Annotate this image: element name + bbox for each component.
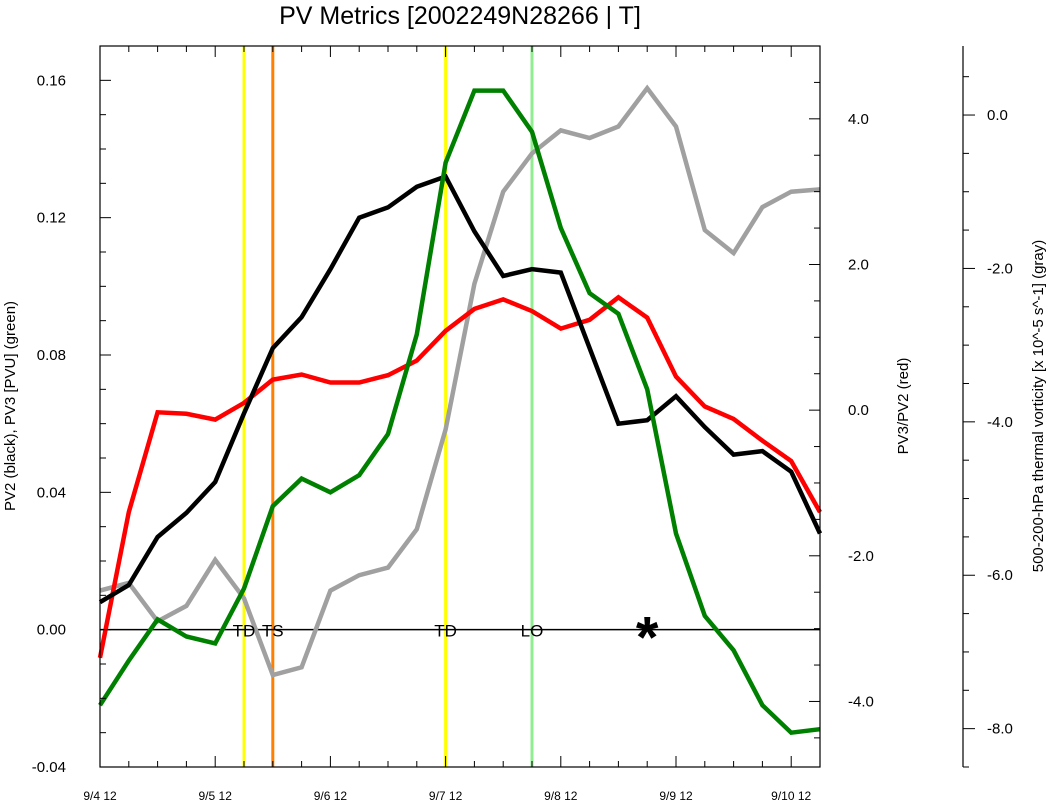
left-tick-label: -0.04 xyxy=(32,759,66,776)
right-axis: -4.0 -2.0 0.0 2.0 4.0 xyxy=(809,81,874,739)
x-tick-label: 9/4 12 xyxy=(83,789,117,803)
left-axis-label: PV2 (black), PV3 [PVU] (green) xyxy=(2,301,19,511)
x-tick-label: 9/6 12 xyxy=(314,789,348,803)
far-tick-label: -6.0 xyxy=(987,567,1013,584)
x-tick-label: 9/7 12 xyxy=(429,789,463,803)
annotation-label: TD xyxy=(434,622,457,641)
far-right-axis-label: 500-200-hPa thermal vorticity [x 10^-5 s… xyxy=(1030,240,1047,573)
far-tick-label: -4.0 xyxy=(987,414,1013,431)
right-tick-label: 2.0 xyxy=(848,256,869,273)
left-axis: -0.04 0.00 0.04 0.08 0.12 0.16 xyxy=(32,45,111,776)
right-tick-label: -2.0 xyxy=(848,548,874,565)
chart-title: PV Metrics [2002249N28266 | T] xyxy=(279,2,641,30)
annotation-label: TD xyxy=(233,622,256,641)
annotation-star: * xyxy=(636,606,659,671)
left-tick-label: 0.16 xyxy=(37,72,66,89)
x-tick-label: 9/8 12 xyxy=(544,789,578,803)
left-tick-label: 0.04 xyxy=(37,484,66,501)
left-tick-label: 0.12 xyxy=(37,210,66,227)
far-tick-label: -8.0 xyxy=(987,721,1013,738)
right-axis-label: PV3/PV2 (red) xyxy=(895,358,912,455)
right-tick-label: -4.0 xyxy=(848,693,874,710)
annotation-label: LO xyxy=(521,622,544,641)
series-3-line xyxy=(99,84,821,678)
x-tick-label: 9/10 12 xyxy=(771,789,811,803)
x-tick-label: 9/5 12 xyxy=(199,789,233,803)
far-tick-label: -2.0 xyxy=(987,260,1013,277)
x-axis: 9/4 12 9/5 12 9/6 12 9/7 12 9/8 12 9/9 12 9/10… xyxy=(83,46,821,803)
right-tick-label: 4.0 xyxy=(848,111,869,128)
left-tick-label: 0.08 xyxy=(37,347,66,364)
annotation-label: TS xyxy=(262,622,284,641)
series-0-line xyxy=(98,173,823,605)
x-tick-label: 9/9 12 xyxy=(659,789,693,803)
far-right-axis: -8.0 -6.0 -4.0 -2.0 0.0 xyxy=(962,46,1013,768)
series-2-line xyxy=(97,294,822,659)
series-1-line xyxy=(98,88,821,736)
far-tick-label: 0.0 xyxy=(987,107,1008,124)
right-tick-label: 0.0 xyxy=(848,402,869,419)
series-2 xyxy=(97,294,822,659)
left-tick-label: 0.00 xyxy=(37,622,66,639)
series-lines xyxy=(97,84,823,736)
event-annotations: TD TS TD LO * xyxy=(233,606,659,671)
plot-frame xyxy=(99,45,821,768)
